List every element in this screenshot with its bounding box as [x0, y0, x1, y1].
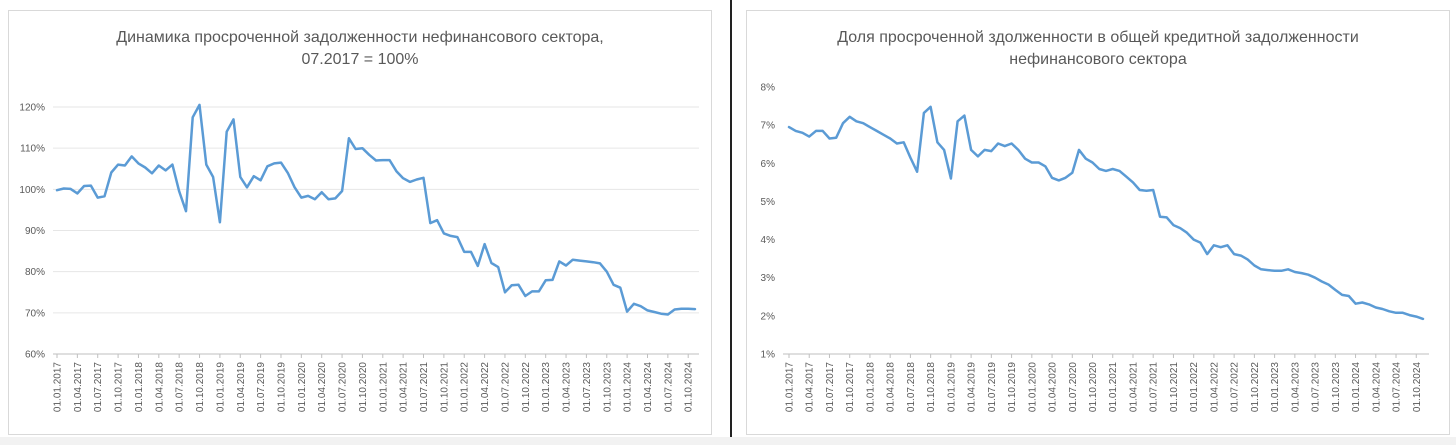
line-chart-overdue-index: 60% 70% 80% 90% 100% 110% 120% 01.01.2017 01.04.…	[19, 103, 699, 412]
x-tick-label: 01.04.2018	[886, 362, 897, 412]
y-tick-label: 100%	[19, 185, 45, 196]
x-tick-label: 01.04.2020	[1048, 362, 1059, 412]
x-tick-label: 01.01.2017	[53, 362, 64, 412]
y-tick-label: 110%	[20, 144, 45, 155]
y-tick-label: 8%	[761, 83, 776, 94]
x-tick-label: 01.04.2024	[1371, 362, 1382, 412]
x-tick-label: 01.01.2021	[1108, 362, 1119, 412]
x-tick-label: 01.07.2017	[93, 362, 104, 412]
y-tick-label: 4%	[761, 235, 776, 246]
x-tick-label: 01.10.2019	[276, 362, 287, 412]
x-tick-label: 01.07.2019	[256, 362, 267, 412]
chart-title: Доля просроченной здолженности в общей к…	[747, 27, 1449, 71]
x-tick-label: 01.07.2018	[175, 362, 186, 412]
y-tick-label: 120%	[19, 103, 45, 114]
x-tick-label: 01.01.2024	[1351, 362, 1362, 412]
x-tick-label: 01.04.2022	[480, 362, 491, 412]
x-tick-label: 01.10.2021	[439, 362, 450, 412]
series-line	[787, 105, 1425, 321]
x-tick-label: 01.04.2020	[317, 362, 328, 412]
y-tick-label: 70%	[25, 308, 45, 319]
x-tick-label: 01.04.2024	[643, 362, 654, 412]
x-tick-label: 01.10.2023	[602, 362, 613, 412]
x-tick-label: 01.04.2023	[1290, 362, 1301, 412]
x-tick-label: 01.10.2020	[358, 362, 369, 412]
line-chart-overdue-share: 1% 2% 3% 4% 5% 6% 7% 8% 01.01.2017 01.04.2017 01.0…	[761, 83, 1429, 412]
x-tick-label: 01.01.2020	[297, 362, 308, 412]
x-tick-label: 01.01.2019	[946, 362, 957, 412]
x-tick-label: 01.07.2024	[663, 362, 674, 412]
y-tick-label: 3%	[761, 273, 776, 284]
x-tick-label: 01.07.2022	[1230, 362, 1241, 412]
y-tick-label: 80%	[25, 267, 45, 278]
y-tick-label: 6%	[761, 159, 776, 170]
chart-title-line-2: 07.2017 = 100%	[301, 51, 419, 68]
bottom-strip	[0, 437, 1456, 445]
y-tick-label: 90%	[25, 226, 45, 237]
x-tick-label: 01.07.2021	[1149, 362, 1160, 412]
x-tick-label: 01.10.2024	[684, 362, 695, 412]
x-tick-label: 01.01.2018	[134, 362, 145, 412]
series-line	[55, 103, 697, 316]
x-tick-label: 01.01.2017	[785, 362, 796, 412]
chart-title-line-1: Доля просроченной здолженности в общей к…	[837, 29, 1359, 46]
y-tick-label: 5%	[761, 197, 776, 208]
chart-title-line-2: нефинансового сектора	[1009, 51, 1187, 68]
x-tick-label: 01.07.2024	[1392, 362, 1403, 412]
x-tick-label: 01.01.2022	[1189, 362, 1200, 412]
x-tick-label: 01.04.2019	[236, 362, 247, 412]
x-tick-label: 01.01.2019	[215, 362, 226, 412]
x-tick-label: 01.04.2023	[562, 362, 573, 412]
x-tick-label: 01.01.2021	[378, 362, 389, 412]
x-tick-label: 01.04.2017	[73, 362, 84, 412]
x-tick-label: 01.07.2019	[987, 362, 998, 412]
x-tick-label: 01.10.2021	[1169, 362, 1180, 412]
x-tick-label: 01.01.2023	[541, 362, 552, 412]
x-tick-label: 01.10.2018	[195, 362, 206, 412]
x-tick-label: 01.07.2017	[825, 362, 836, 412]
panel-divider	[730, 0, 732, 445]
x-tick-label: 01.07.2020	[338, 362, 349, 412]
x-tick-label: 01.10.2019	[1007, 362, 1018, 412]
x-tick-label: 01.04.2021	[399, 362, 410, 412]
x-tick-label: 01.10.2020	[1088, 362, 1099, 412]
chart-title: Динамика просроченной задолженности нефи…	[9, 27, 711, 71]
x-tick-label: 01.10.2023	[1331, 362, 1342, 412]
chart-title-line-1: Динамика просроченной задолженности нефи…	[116, 29, 604, 46]
x-tick-label: 01.04.2019	[967, 362, 978, 412]
chart-panel-overdue-share: Доля просроченной здолженности в общей к…	[746, 10, 1450, 435]
y-tick-label: 2%	[761, 311, 776, 322]
x-tick-label: 01.01.2020	[1027, 362, 1038, 412]
x-tick-label: 01.10.2022	[521, 362, 532, 412]
x-tick-label: 01.10.2017	[114, 362, 125, 412]
x-tick-label: 01.01.2022	[460, 362, 471, 412]
x-tick-label: 01.04.2018	[154, 362, 165, 412]
y-tick-label: 1%	[761, 350, 776, 361]
x-tick-label: 01.01.2023	[1270, 362, 1281, 412]
x-tick-label: 01.07.2020	[1068, 362, 1079, 412]
y-tick-label: 60%	[25, 350, 45, 361]
x-tick-label: 01.07.2022	[500, 362, 511, 412]
x-tick-label: 01.10.2024	[1412, 362, 1423, 412]
x-tick-label: 01.10.2017	[845, 362, 856, 412]
x-tick-label: 01.04.2017	[805, 362, 816, 412]
x-tick-label: 01.04.2021	[1128, 362, 1139, 412]
x-tick-label: 01.10.2018	[926, 362, 937, 412]
x-tick-label: 01.01.2024	[623, 362, 634, 412]
y-tick-label: 7%	[761, 121, 776, 132]
x-tick-label: 01.04.2022	[1209, 362, 1220, 412]
chart-panel-overdue-dynamics: Динамика просроченной задолженности нефи…	[8, 10, 712, 435]
x-tick-label: 01.10.2022	[1250, 362, 1261, 412]
x-tick-label: 01.07.2021	[419, 362, 430, 412]
x-tick-label: 01.01.2018	[865, 362, 876, 412]
x-tick-label: 01.07.2023	[582, 362, 593, 412]
x-tick-label: 01.07.2018	[906, 362, 917, 412]
x-tick-label: 01.07.2023	[1311, 362, 1322, 412]
